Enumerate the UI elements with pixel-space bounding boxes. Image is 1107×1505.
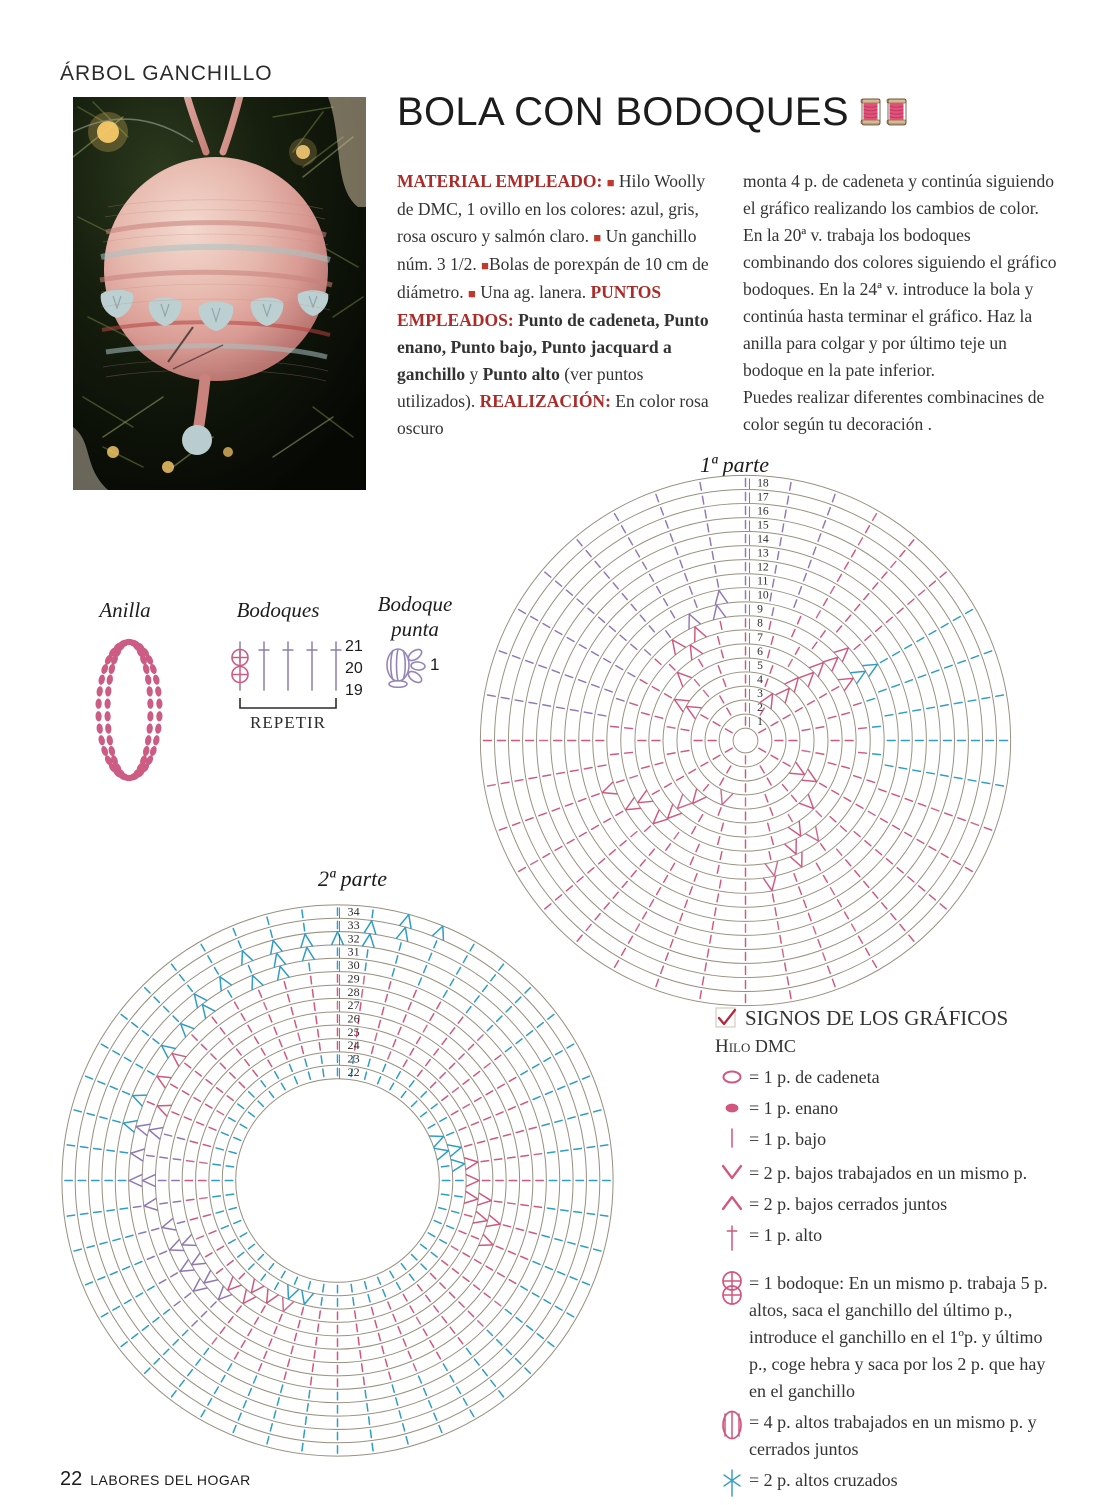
svg-text:32: 32	[348, 931, 360, 945]
svg-text:|: |	[748, 603, 750, 616]
svg-text:|: |	[748, 476, 750, 489]
svg-text:19: 19	[345, 682, 363, 699]
svg-text:|: |	[748, 589, 750, 602]
svg-text:|: |	[748, 504, 750, 517]
svg-text:|: |	[339, 1012, 341, 1026]
svg-text:13: 13	[757, 547, 769, 560]
svg-text:|: |	[339, 958, 341, 972]
svg-text:31: 31	[348, 945, 360, 959]
svg-text:24: 24	[348, 1038, 360, 1052]
svg-text:1: 1	[757, 715, 763, 728]
svg-text:29: 29	[348, 971, 360, 985]
svg-text:REPETIR: REPETIR	[250, 713, 326, 732]
svg-text:|: |	[339, 1065, 341, 1079]
svg-text:|: |	[748, 659, 750, 672]
svg-text:|: |	[339, 918, 341, 932]
svg-text:|: |	[748, 561, 750, 574]
svg-text:5: 5	[757, 659, 763, 672]
svg-text:|: |	[339, 971, 341, 985]
svg-text:|: |	[748, 687, 750, 700]
svg-text:9: 9	[757, 603, 763, 616]
svg-text:34: 34	[348, 905, 360, 919]
svg-text:12: 12	[757, 561, 769, 574]
svg-text:11: 11	[757, 575, 768, 588]
svg-text:7: 7	[757, 631, 763, 644]
svg-text:|: |	[339, 1038, 341, 1052]
svg-text:|: |	[339, 931, 341, 945]
svg-text:20: 20	[345, 660, 363, 677]
svg-text:|: |	[748, 490, 750, 503]
svg-text:|: |	[748, 673, 750, 686]
svg-text:28: 28	[348, 985, 360, 999]
svg-text:23: 23	[348, 1052, 360, 1066]
svg-text:17: 17	[757, 490, 769, 503]
svg-text:3: 3	[757, 687, 763, 700]
svg-text:|: |	[339, 998, 341, 1012]
svg-text:|: |	[339, 1025, 341, 1039]
svg-text:16: 16	[757, 504, 769, 517]
svg-text:30: 30	[348, 958, 360, 972]
svg-text:8: 8	[757, 617, 763, 630]
svg-text:|: |	[339, 905, 341, 919]
svg-text:4: 4	[757, 673, 763, 686]
svg-text:33: 33	[348, 918, 360, 932]
svg-text:|: |	[748, 547, 750, 560]
svg-text:|: |	[748, 715, 750, 728]
svg-text:21: 21	[345, 638, 363, 655]
svg-text:6: 6	[757, 645, 763, 658]
svg-text:|: |	[748, 532, 750, 545]
svg-text:1: 1	[430, 655, 439, 674]
svg-text:26: 26	[348, 1012, 360, 1026]
svg-text:|: |	[748, 518, 750, 531]
svg-text:|: |	[748, 701, 750, 714]
svg-text:22: 22	[348, 1065, 360, 1079]
svg-text:15: 15	[757, 518, 769, 531]
svg-text:18: 18	[757, 476, 769, 489]
svg-text:|: |	[339, 1052, 341, 1066]
svg-text:|: |	[748, 631, 750, 644]
svg-text:14: 14	[757, 532, 769, 545]
svg-text:25: 25	[348, 1025, 360, 1039]
svg-text:|: |	[748, 645, 750, 658]
svg-text:27: 27	[348, 998, 360, 1012]
svg-text:|: |	[748, 575, 750, 588]
svg-text:10: 10	[757, 589, 769, 602]
svg-text:2: 2	[757, 701, 763, 714]
svg-text:|: |	[339, 985, 341, 999]
svg-text:|: |	[748, 617, 750, 630]
svg-text:|: |	[339, 945, 341, 959]
